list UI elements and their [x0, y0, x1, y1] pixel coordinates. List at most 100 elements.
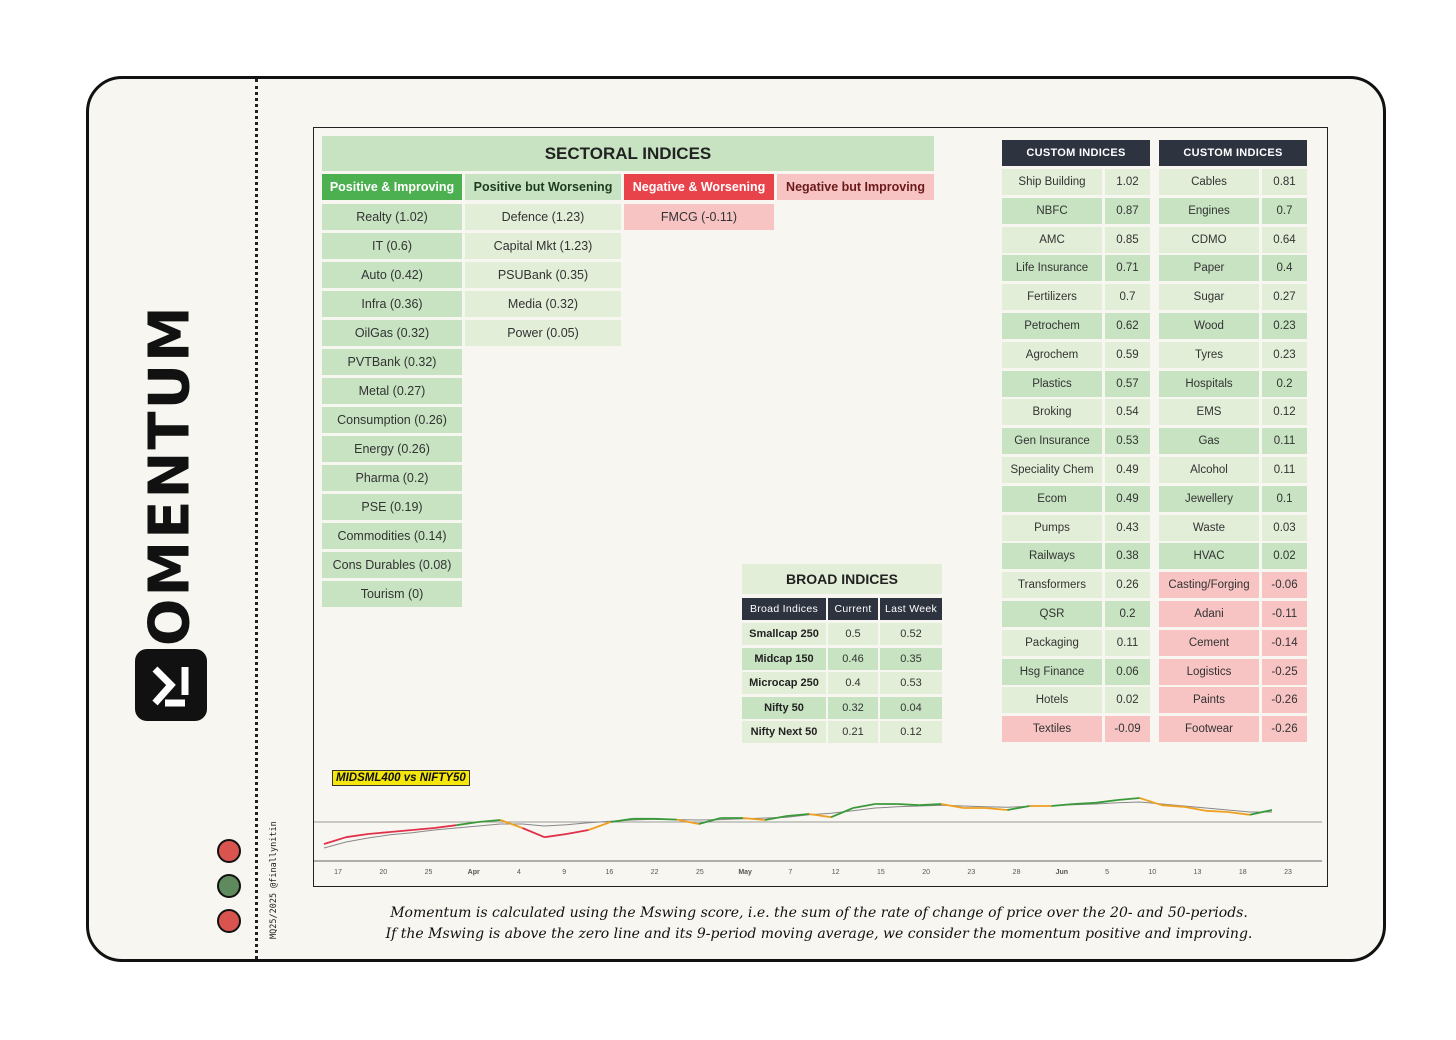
broad-header: Broad Indices — [742, 598, 826, 620]
custom-row-name: Pumps — [1002, 514, 1102, 541]
chart-series-segment — [544, 833, 567, 839]
custom-row-value: 0.7 — [1262, 197, 1307, 224]
custom-row-value: 0.87 — [1105, 197, 1150, 224]
custom-row-value: -0.25 — [1262, 658, 1307, 685]
sectoral-title: SECTORAL INDICES — [322, 136, 934, 171]
sectoral-item: Energy (0.26) — [322, 436, 462, 462]
custom-row-name: Casting/Forging — [1159, 572, 1259, 599]
broad-row-last: 0.52 — [880, 623, 942, 645]
custom-row-name: Paper — [1159, 255, 1259, 282]
custom-row-name: Paints — [1159, 687, 1259, 714]
custom-row-name: AMC — [1002, 226, 1102, 253]
custom-row-value: 0.02 — [1105, 687, 1150, 714]
broad-row-name: Nifty Next 50 — [742, 721, 826, 743]
custom-row-value: 0.23 — [1262, 341, 1307, 368]
sectoral-item: Capital Mkt (1.23) — [465, 233, 621, 259]
chart-series-segment — [676, 818, 699, 825]
custom-row-value: 0.81 — [1262, 169, 1307, 195]
momentum-card: MOMENTUM MQ25/2025 @finallynitin SECTORA… — [86, 76, 1386, 962]
window-dot-red-2-icon — [217, 909, 241, 933]
custom-row-value: 0.1 — [1262, 485, 1307, 512]
custom-row-value: 0.02 — [1262, 543, 1307, 570]
custom-row-name: Life Insurance — [1002, 255, 1102, 282]
chart-series-segment — [1073, 801, 1096, 805]
custom-row-value: 0.11 — [1105, 629, 1150, 656]
broad-row-last: 0.12 — [880, 721, 942, 743]
chart-x-tick-label: May — [738, 869, 752, 876]
chart-legend-tag: MIDSML400 vs NIFTY50 — [332, 770, 470, 786]
broad-row-current: 0.5 — [828, 623, 878, 645]
chart-series-segment — [610, 817, 633, 823]
chart-series-segment — [808, 813, 832, 819]
sectoral-item: Metal (0.27) — [322, 378, 462, 404]
custom-row-name: Plastics — [1002, 370, 1102, 397]
chart-series-segment — [522, 827, 545, 839]
custom-row-value: 0.27 — [1262, 284, 1307, 311]
custom-row-value: 0.62 — [1105, 313, 1150, 339]
momentum-logo-icon — [135, 649, 207, 721]
sectoral-item: Consumption (0.26) — [322, 407, 462, 433]
custom-row-value: -0.14 — [1262, 629, 1307, 656]
momentum-line-chart: 17 20 25 Apr 4 9 16 22 25 May 7 12 15 20 23 28 Jun 5 10 13 1… — [314, 797, 1322, 876]
custom-row-value: 0.57 — [1105, 370, 1150, 397]
chart-series-segment — [434, 824, 457, 829]
custom-row-name: HVAC — [1159, 543, 1259, 570]
chart-series-segment — [985, 807, 1008, 811]
chart-series-segment — [1117, 797, 1140, 801]
custom-row-name: Hospitals — [1159, 370, 1259, 397]
broad-header: Current — [828, 598, 878, 620]
custom-row-name: Wood — [1159, 313, 1259, 339]
broad-row-current: 0.21 — [828, 721, 878, 743]
chart-x-tick-label: 16 — [606, 869, 614, 876]
sectoral-item: Infra (0.36) — [322, 291, 462, 317]
sectoral-header-3: Negative but Improving — [777, 174, 934, 200]
custom-row-name: Engines — [1159, 197, 1259, 224]
custom-row-value: -0.26 — [1262, 716, 1307, 743]
custom-row-name: Agrochem — [1002, 341, 1102, 368]
sectoral-item: IT (0.6) — [322, 233, 462, 259]
chart-x-tick-label: 23 — [1284, 869, 1292, 876]
broad-row-current: 0.46 — [828, 647, 878, 670]
custom-row-value: -0.06 — [1262, 572, 1307, 599]
footnote-line-2: If the Mswing is above the zero line and… — [385, 926, 1253, 942]
footnote: Momentum is calculated using the Mswing … — [329, 903, 1309, 945]
sectoral-item: Auto (0.42) — [322, 262, 462, 288]
custom-row-name: CDMO — [1159, 226, 1259, 253]
brand-block: MOMENTUM — [105, 304, 235, 704]
broad-row-name: Midcap 150 — [742, 647, 826, 670]
custom-row-value: 0.7 — [1105, 284, 1150, 311]
broad-row-last: 0.04 — [880, 696, 942, 719]
sectoral-header-0: Positive & Improving — [322, 174, 462, 200]
chart-series-segment — [368, 831, 391, 835]
chart-series-segment — [500, 819, 523, 829]
custom-row-value: 0.2 — [1105, 601, 1150, 627]
chart-x-tick-label: 5 — [1105, 869, 1109, 876]
custom-row-name: Railways — [1002, 543, 1102, 570]
custom-row-value: 0.59 — [1105, 341, 1150, 368]
chart-series-segment — [852, 803, 876, 809]
custom-row-name: Cement — [1159, 629, 1259, 656]
dashboard-panel: SECTORAL INDICES Positive & Improving Rea… — [313, 127, 1328, 887]
sectoral-header-2: Negative & Worsening — [624, 174, 774, 200]
chart-x-tick-label: 15 — [877, 869, 885, 876]
chart-series-segment — [897, 803, 920, 807]
custom-row-name: Cables — [1159, 169, 1259, 195]
custom-row-value: 0.38 — [1105, 543, 1150, 570]
chart-x-tick-label: 23 — [967, 869, 975, 876]
chart-series-segment — [1139, 797, 1163, 807]
chart-series-segment — [478, 819, 501, 823]
custom-title: CUSTOM INDICES — [1159, 140, 1307, 166]
custom-row-value: 0.54 — [1105, 399, 1150, 426]
chart-x-tick-label: 25 — [425, 869, 433, 876]
chart-x-tick-label: 25 — [696, 869, 704, 876]
window-dot-red-icon — [217, 839, 241, 863]
custom-row-value: 0.11 — [1262, 428, 1307, 455]
custom-row-value: 0.4 — [1262, 255, 1307, 282]
custom-row-name: Tyres — [1159, 341, 1259, 368]
custom-row-name: Footwear — [1159, 716, 1259, 743]
chart-x-tick-label: Jun — [1056, 869, 1068, 876]
custom-row-name: Waste — [1159, 514, 1259, 541]
custom-row-name: Gas — [1159, 428, 1259, 455]
custom-row-value: -0.11 — [1262, 601, 1307, 627]
chart-x-tick-label: 20 — [379, 869, 387, 876]
